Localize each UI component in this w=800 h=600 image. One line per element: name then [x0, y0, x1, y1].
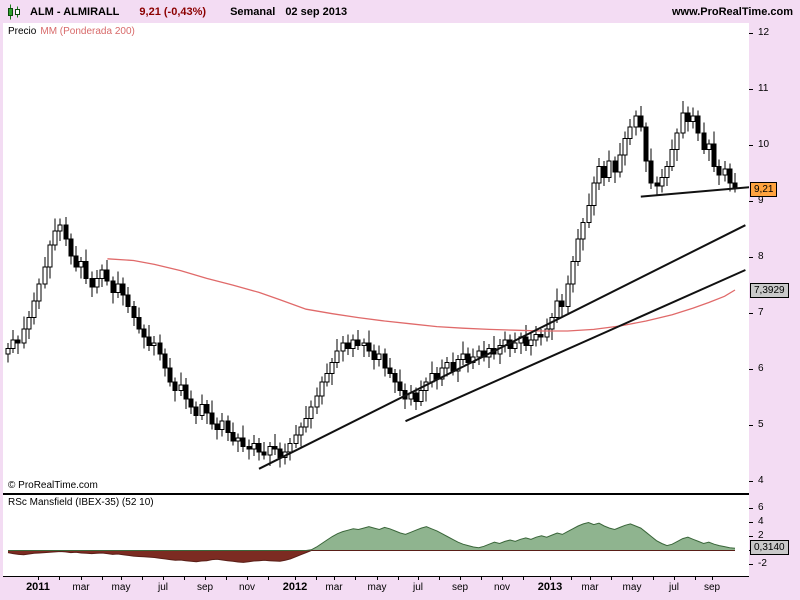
ma-series-label: MM (Ponderada 200)	[40, 26, 135, 37]
time-axis-month-label: nov	[238, 582, 256, 593]
time-axis-month-label: sep	[196, 582, 214, 593]
time-axis-tick	[102, 576, 103, 580]
indicator-name-label: RSc Mansfield (IBEX-35) (52 10)	[8, 497, 154, 508]
time-axis-tick	[550, 576, 551, 580]
timeframe-label: Semanal	[230, 5, 276, 18]
time-axis-tick	[247, 576, 248, 580]
time-axis-tick	[59, 576, 60, 580]
symbol-title: ALM - ALMIRALL	[30, 5, 120, 18]
chart-header: ALM - ALMIRALL 9,21 (-0,43%) Semanal 02 …	[0, 0, 800, 23]
time-axis-month-label: jul	[157, 582, 169, 593]
rsc-mansfield-chart[interactable]	[3, 495, 749, 575]
indicator-axis-tick	[749, 563, 753, 565]
price-axis-label: 5	[758, 419, 764, 430]
time-axis-month-label: nov	[493, 582, 511, 593]
time-axis-month-label: mar	[325, 582, 343, 593]
prorealtime-link[interactable]: www.ProRealTime.com	[671, 5, 793, 18]
time-axis-tick	[523, 576, 524, 580]
price-axis-label: 8	[758, 251, 764, 262]
time-axis-tick	[377, 576, 378, 580]
time-axis-tick	[268, 576, 269, 580]
indicator-axis-label: 2	[758, 529, 764, 541]
time-axis-tick	[695, 576, 696, 580]
price-chart-panel: Precio MM (Ponderada 200) © ProRealTime.c…	[3, 23, 749, 494]
price-axis-tick	[749, 33, 753, 34]
price-axis-tick	[749, 425, 753, 426]
time-axis-tick	[439, 576, 440, 580]
time-axis-month-label: jul	[412, 582, 424, 593]
time-axis-year-label: 2013	[537, 581, 563, 593]
indicator-axis-label: -2	[758, 557, 767, 569]
time-axis-month-label: sep	[451, 582, 469, 593]
time-axis-tick	[316, 576, 317, 580]
time-axis-tick	[142, 576, 143, 580]
price-axis[interactable]: 9,21 7,3929 0,3140 1211109876546420-2	[749, 23, 800, 576]
time-axis-tick	[121, 576, 122, 580]
price-axis-tick	[749, 313, 753, 314]
time-axis-tick	[184, 576, 185, 580]
candlestick-chart[interactable]	[3, 23, 749, 493]
series-labels: Precio MM (Ponderada 200)	[8, 26, 135, 37]
price-axis-tick	[749, 481, 753, 482]
time-axis-tick	[295, 576, 296, 580]
price-axis-label: 7	[758, 307, 764, 318]
indicator-axis-label: 4	[758, 515, 764, 527]
time-axis-tick	[571, 576, 572, 580]
time-axis-tick	[712, 576, 713, 580]
indicator-axis-tick	[749, 535, 753, 537]
time-axis-month-label: may	[622, 582, 642, 593]
time-axis-year-label: 2012	[282, 581, 308, 593]
time-axis-tick	[460, 576, 461, 580]
time-axis[interactable]: 2011 mar may jul sep nov 2012 mar may jul sep nov 20…	[0, 576, 800, 600]
price-axis-tick	[749, 89, 753, 90]
price-axis-label: 12	[758, 27, 770, 38]
time-axis-tick	[355, 576, 356, 580]
price-axis-tick	[749, 145, 753, 146]
date-label: 02 sep 2013	[285, 5, 348, 18]
time-axis-tick	[334, 576, 335, 580]
time-axis-month-label: may	[111, 582, 131, 593]
time-axis-year-label: 2011	[26, 581, 50, 593]
price-axis-label: 4	[758, 475, 764, 486]
time-axis-tick	[398, 576, 399, 580]
indicator-value-tag: 0,3140	[750, 539, 789, 555]
time-axis-tick	[590, 576, 591, 580]
time-axis-tick	[674, 576, 675, 580]
time-axis-month-label: jul	[668, 582, 680, 593]
last-price-change: 9,21 (-0,43%)	[139, 5, 207, 18]
time-axis-tick	[502, 576, 503, 580]
price-axis-label: 11	[758, 83, 769, 94]
time-axis-month-label: mar	[72, 582, 90, 593]
ma-value-tag: 7,3929	[750, 283, 789, 299]
candlestick-icon	[8, 4, 20, 19]
time-axis-tick	[163, 576, 164, 580]
indicator-axis-label: 6	[758, 501, 764, 513]
time-axis-tick	[205, 576, 206, 580]
time-axis-tick	[418, 576, 419, 580]
time-axis-tick	[81, 576, 82, 580]
time-axis-month-label: sep	[703, 582, 721, 593]
price-axis-label: 6	[758, 363, 764, 374]
time-axis-tick	[38, 576, 39, 580]
time-axis-month-label: may	[367, 582, 387, 593]
time-axis-tick	[653, 576, 654, 580]
time-axis-month-label: mar	[581, 582, 599, 593]
indicator-axis-tick	[749, 507, 753, 509]
time-axis-tick	[632, 576, 633, 580]
last-price-tag: 9,21	[750, 181, 778, 197]
indicator-panel: RSc Mansfield (IBEX-35) (52 10)	[3, 494, 749, 577]
time-axis-tick	[481, 576, 482, 580]
price-axis-tick	[749, 369, 753, 370]
price-axis-tick	[749, 201, 753, 202]
price-axis-tick	[749, 257, 753, 258]
copyright-label: © ProRealTime.com	[8, 480, 98, 491]
time-axis-tick	[611, 576, 612, 580]
price-axis-label: 10	[758, 139, 770, 150]
price-series-label: Precio	[8, 26, 37, 37]
indicator-axis-tick	[749, 521, 753, 523]
time-axis-tick	[226, 576, 227, 580]
price-axis-label: 9	[758, 195, 764, 206]
